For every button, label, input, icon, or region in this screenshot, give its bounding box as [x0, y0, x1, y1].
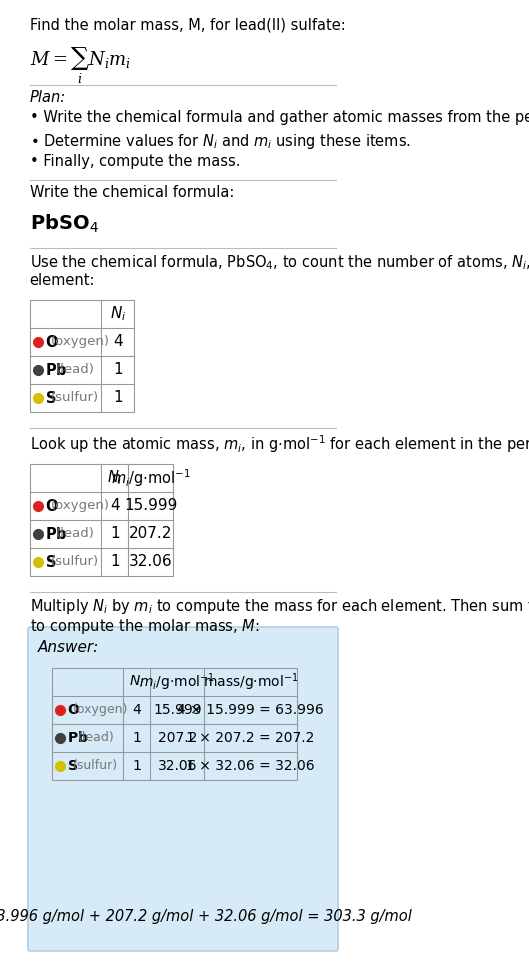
Text: $\bf{Pb}$: $\bf{Pb}$ [45, 362, 68, 378]
Text: (lead): (lead) [56, 528, 95, 540]
Text: 1: 1 [110, 555, 120, 569]
Text: $\bf{S}$: $\bf{S}$ [45, 554, 57, 570]
Text: $\bf{O}$: $\bf{O}$ [45, 334, 59, 350]
Text: 15.999: 15.999 [124, 499, 177, 513]
Text: to compute the molar mass, $M$:: to compute the molar mass, $M$: [30, 617, 259, 636]
Text: M = 63.996 g/mol + 207.2 g/mol + 32.06 g/mol = 303.3 g/mol: M = 63.996 g/mol + 207.2 g/mol + 32.06 g… [0, 909, 412, 923]
Text: 1: 1 [110, 527, 120, 541]
Text: $m_i$/g$\cdot$mol$^{-1}$: $m_i$/g$\cdot$mol$^{-1}$ [111, 468, 190, 489]
Text: • Determine values for $N_i$ and $m_i$ using these items.: • Determine values for $N_i$ and $m_i$ u… [30, 132, 411, 151]
Text: 207.2: 207.2 [129, 527, 172, 541]
Text: $\bf{S}$: $\bf{S}$ [67, 759, 78, 773]
Text: 4 × 15.999 = 63.996: 4 × 15.999 = 63.996 [177, 703, 324, 717]
Text: $\bf{S}$: $\bf{S}$ [45, 390, 57, 406]
Text: 4: 4 [133, 703, 141, 717]
Text: 1: 1 [113, 390, 123, 406]
Text: 32.06: 32.06 [158, 759, 197, 773]
Text: 1 × 207.2 = 207.2: 1 × 207.2 = 207.2 [186, 731, 315, 745]
Text: Use the chemical formula, PbSO$_4$, to count the number of atoms, $N_i$, for eac: Use the chemical formula, PbSO$_4$, to c… [30, 253, 529, 272]
Text: $N_i$: $N_i$ [110, 305, 126, 323]
FancyBboxPatch shape [28, 627, 338, 951]
Text: (oxygen): (oxygen) [51, 336, 110, 348]
Text: Answer:: Answer: [38, 640, 99, 655]
Text: $N_i$: $N_i$ [107, 469, 123, 487]
Text: (oxygen): (oxygen) [73, 704, 129, 716]
Text: Find the molar mass, M, for lead(II) sulfate:: Find the molar mass, M, for lead(II) sul… [30, 18, 345, 33]
Text: Multiply $N_i$ by $m_i$ to compute the mass for each element. Then sum those val: Multiply $N_i$ by $m_i$ to compute the m… [30, 597, 529, 616]
Text: 15.999: 15.999 [153, 703, 202, 717]
Text: 1: 1 [132, 731, 141, 745]
Text: (oxygen): (oxygen) [51, 499, 110, 512]
Text: $m_i$/g$\cdot$mol$^{-1}$: $m_i$/g$\cdot$mol$^{-1}$ [139, 671, 215, 693]
Text: 4: 4 [113, 335, 123, 349]
Text: (sulfur): (sulfur) [73, 760, 118, 772]
Bar [30, 300, 134, 412]
Text: $\bf{O}$: $\bf{O}$ [45, 498, 59, 514]
Text: (sulfur): (sulfur) [51, 556, 99, 568]
Text: $\bf{Pb}$: $\bf{Pb}$ [45, 526, 68, 542]
Text: $M = \sum_i N_i m_i$: $M = \sum_i N_i m_i$ [30, 46, 131, 86]
Text: mass/g$\cdot$mol$^{-1}$: mass/g$\cdot$mol$^{-1}$ [203, 671, 298, 693]
Text: $\bf{O}$: $\bf{O}$ [67, 703, 80, 717]
Text: $\bf{Pb}$: $\bf{Pb}$ [67, 731, 89, 745]
Bar [52, 668, 297, 780]
Text: 1 × 32.06 = 32.06: 1 × 32.06 = 32.06 [186, 759, 315, 773]
Text: 1: 1 [113, 362, 123, 378]
Text: Write the chemical formula:: Write the chemical formula: [30, 185, 234, 200]
Text: Plan:: Plan: [30, 90, 66, 105]
Bar [30, 464, 173, 576]
Text: 1: 1 [132, 759, 141, 773]
Text: 4: 4 [110, 499, 120, 513]
Text: (lead): (lead) [56, 364, 95, 377]
Text: element:: element: [30, 273, 95, 288]
Text: 32.06: 32.06 [129, 555, 172, 569]
Text: PbSO$_4$: PbSO$_4$ [30, 213, 98, 235]
Text: (lead): (lead) [78, 732, 115, 744]
Text: (sulfur): (sulfur) [51, 391, 99, 405]
Text: 207.2: 207.2 [158, 731, 197, 745]
Text: • Write the chemical formula and gather atomic masses from the periodic table.: • Write the chemical formula and gather … [30, 110, 529, 125]
Text: Look up the atomic mass, $m_i$, in g$\cdot$mol$^{-1}$ for each element in the pe: Look up the atomic mass, $m_i$, in g$\cd… [30, 433, 529, 455]
Text: • Finally, compute the mass.: • Finally, compute the mass. [30, 154, 240, 169]
Text: $N_i$: $N_i$ [130, 674, 144, 690]
